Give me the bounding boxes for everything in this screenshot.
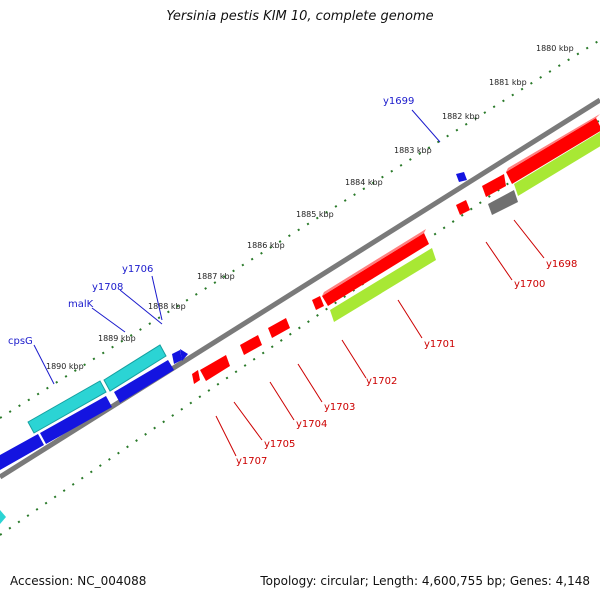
feature-y1699[interactable] [456,172,467,182]
feature-malK-teal[interactable] [103,344,167,392]
feature-y1698-top[interactable] [506,114,600,172]
label-y1700: y1700 [514,279,545,290]
label-y1698: y1698 [546,259,577,270]
feature-y1707[interactable] [192,370,200,384]
feature-y1702[interactable] [312,296,324,310]
feature-blue-b[interactable] [40,396,112,444]
feature-cpsG[interactable] [27,380,107,434]
label-malK: malK [68,299,94,310]
feature-y1704[interactable] [240,335,262,355]
kbp-label: 1881 kbp [489,78,527,87]
label-y1699: y1699 [383,96,414,107]
kbp-label: 1886 kbp [247,241,285,250]
feature-y1703[interactable] [268,318,290,338]
map-title: Yersinia pestis KIM 10, complete genome [166,9,434,24]
inner-tick-track [0,119,600,536]
accession-text: Accession: NC_004088 [10,574,147,588]
feature-y1698[interactable] [506,118,600,184]
genome-summary-text: Topology: circular; Length: 4,600,755 bp… [260,574,590,588]
kbp-labels: 1880 kbp 1881 kbp 1882 kbp 1883 kbp 1884 kbp… [46,44,574,371]
kbp-label: 1880 kbp [536,44,574,53]
label-y1705: y1705 [264,439,295,450]
feature-red-small[interactable] [456,200,470,215]
kbp-label: 1888 kbp [148,302,186,311]
feature-gray[interactable] [488,190,518,215]
label-y1704: y1704 [296,419,327,430]
feature-y1700[interactable] [482,174,506,197]
label-cpsG: cpsG [8,336,33,347]
kbp-label: 1884 kbp [345,178,383,187]
forward-features [0,172,467,524]
feature-y1701[interactable] [322,233,429,306]
feature-y1701-top[interactable] [322,229,426,296]
kbp-label: 1883 kbp [394,146,432,155]
feature-lime-b[interactable] [330,248,436,322]
genome-backbone [0,97,600,480]
kbp-label: 1889 kbp [98,334,136,343]
feature-blue-a[interactable] [0,434,44,470]
feature-y1706[interactable] [172,350,182,364]
label-y1708: y1708 [92,282,123,293]
reverse-features [192,114,600,384]
label-y1703: y1703 [324,402,355,413]
kbp-label: 1890 kbp [46,362,84,371]
label-y1702: y1702 [366,376,397,387]
feature-y1708[interactable] [180,349,188,361]
kbp-label: 1882 kbp [442,112,480,121]
label-y1701: y1701 [424,339,455,350]
feature-lime-a[interactable] [514,132,600,196]
feature-blue-c[interactable] [114,360,174,403]
outer-tick-track [0,39,600,419]
kbp-label: 1885 kbp [296,210,334,219]
feature-teal-edge[interactable] [0,510,6,524]
label-y1706: y1706 [122,264,153,275]
feature-y1705[interactable] [200,355,230,381]
label-y1707: y1707 [236,456,267,467]
kbp-label: 1887 kbp [197,272,235,281]
leader-lines [33,109,545,457]
